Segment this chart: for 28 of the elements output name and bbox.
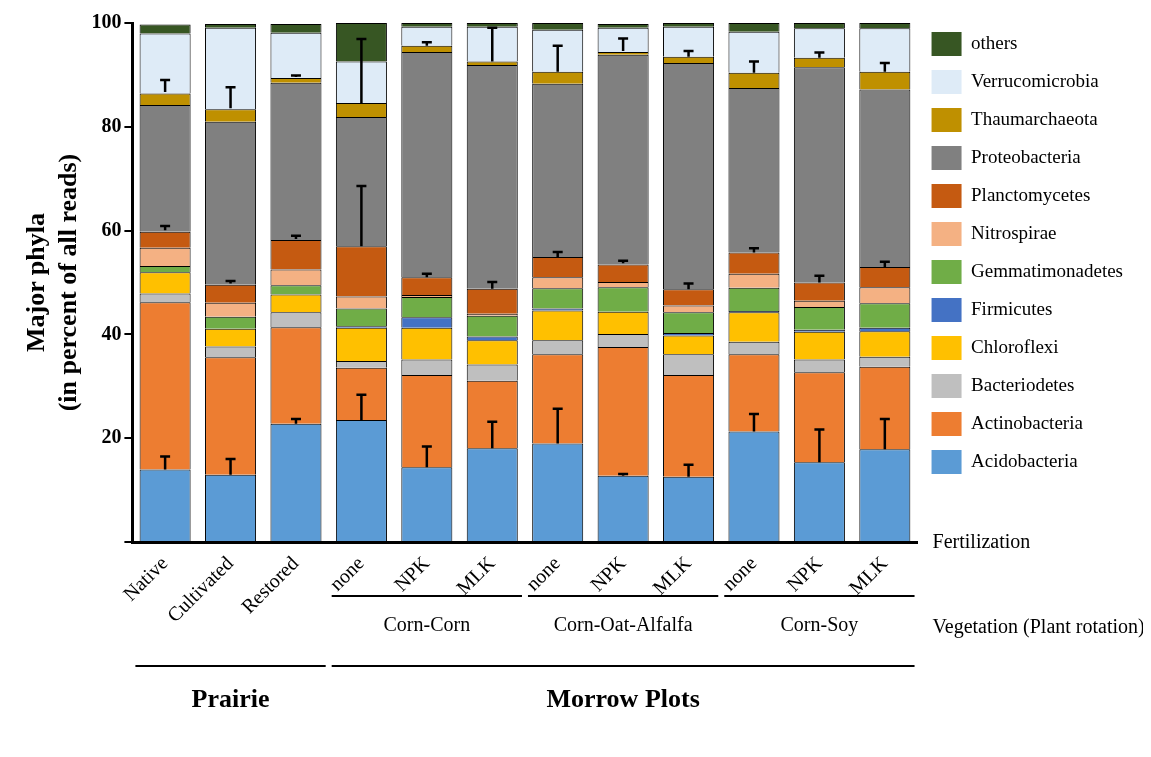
legend-label: Proteobacteria: [971, 145, 1082, 167]
text: Vegetation (Plant rotation): [932, 615, 1145, 639]
legend-label: Planctomycetes: [971, 183, 1091, 205]
x-tick-label: none: [521, 551, 565, 595]
legend-label: Gemmatimonadetes: [971, 259, 1124, 281]
y-axis-title: Major phyla (in percent of all reads): [21, 153, 82, 412]
y-tick-label: 20: [101, 425, 122, 448]
text: Corn-Corn: [383, 613, 471, 636]
text: Corn-Oat-Alfalfa: [553, 613, 693, 636]
text: Fertilization: [932, 530, 1031, 553]
text: Prairie: [191, 683, 270, 713]
text: Corn-Soy: [780, 613, 859, 637]
legend-label: Chloroflexi: [971, 335, 1059, 357]
y-tick-label: 100: [91, 10, 122, 33]
text: Morrow Plots: [546, 683, 700, 713]
legend-label: Actinobacteria: [971, 411, 1084, 433]
legend-label: Acidobacteria: [971, 449, 1079, 471]
x-tick-label: none: [324, 551, 369, 595]
y-tick-label: 80: [101, 113, 122, 136]
x-tick-label: none: [717, 551, 761, 595]
y-tick-label: 60: [101, 217, 122, 240]
legend-label: Verrucomicrobia: [971, 69, 1100, 91]
y-tick-label: 40: [101, 321, 122, 344]
legend-label: Bacteriodetes: [971, 373, 1075, 395]
legend-label: Nitrospirae: [971, 221, 1057, 243]
legend-label: Firmicutes: [971, 297, 1053, 319]
legend-label: others: [971, 31, 1018, 53]
legend-label: Thaumarchaeota: [971, 107, 1099, 129]
